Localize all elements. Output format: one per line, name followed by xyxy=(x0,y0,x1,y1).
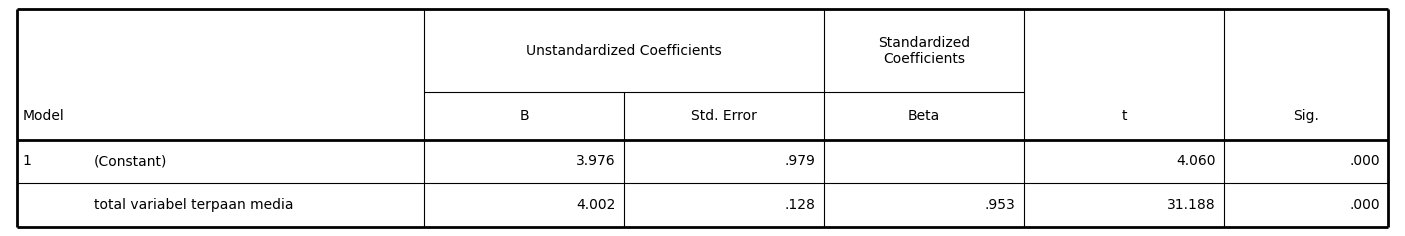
Text: 3.976: 3.976 xyxy=(576,154,615,169)
Text: t: t xyxy=(1121,109,1127,123)
Text: 4.002: 4.002 xyxy=(576,198,615,212)
Text: Beta: Beta xyxy=(908,109,940,123)
Text: Unstandardized Coefficients: Unstandardized Coefficients xyxy=(525,44,722,58)
Text: 1: 1 xyxy=(22,154,31,169)
Text: .000: .000 xyxy=(1349,198,1380,212)
Text: Std. Error: Std. Error xyxy=(691,109,757,123)
Text: total variabel terpaan media: total variabel terpaan media xyxy=(94,198,294,212)
Text: Model: Model xyxy=(22,109,65,123)
Text: .953: .953 xyxy=(985,198,1016,212)
Text: 4.060: 4.060 xyxy=(1176,154,1215,169)
Text: .128: .128 xyxy=(784,198,815,212)
Text: 31.188: 31.188 xyxy=(1166,198,1215,212)
Text: (Constant): (Constant) xyxy=(94,154,167,169)
Text: B: B xyxy=(518,109,528,123)
Text: .979: .979 xyxy=(784,154,815,169)
Text: Sig.: Sig. xyxy=(1293,109,1319,123)
Text: Standardized
Coefficients: Standardized Coefficients xyxy=(878,36,969,66)
Text: .000: .000 xyxy=(1349,154,1380,169)
